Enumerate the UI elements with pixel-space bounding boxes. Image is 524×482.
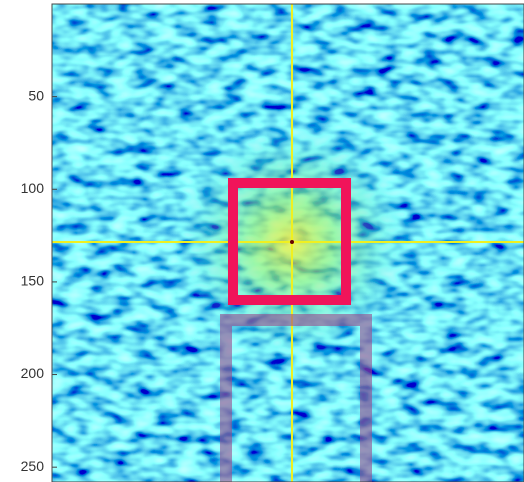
y-axis: 50 100 150 200 250	[21, 87, 57, 474]
axes-frame	[51, 3, 524, 482]
y-tick-label: 100	[21, 180, 45, 196]
y-tick-label: 200	[21, 365, 45, 381]
y-tick-label: 50	[28, 87, 44, 103]
highlight-box	[228, 178, 351, 305]
center-dot	[290, 240, 294, 244]
faded-box	[220, 314, 372, 482]
y-tick-label: 150	[21, 273, 45, 289]
spectrum-image	[52, 4, 524, 482]
y-tick-label: 250	[21, 458, 45, 474]
